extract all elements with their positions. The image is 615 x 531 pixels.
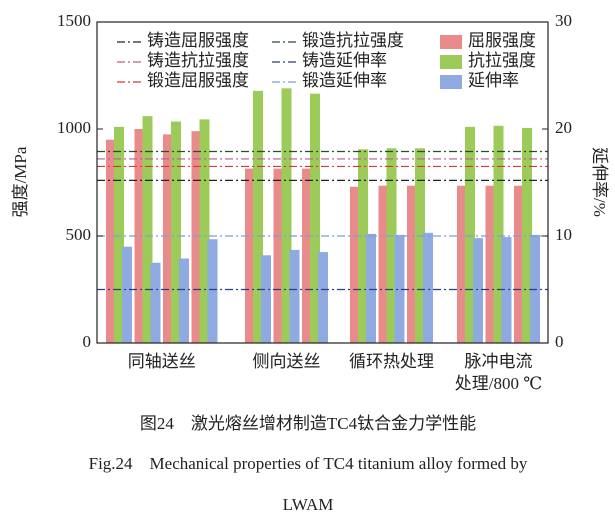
bar — [114, 126, 124, 343]
legend-label: 锻造屈服强度 — [147, 71, 249, 90]
bar — [142, 116, 153, 343]
y2-tick-label: 10 — [555, 225, 572, 244]
bar — [473, 238, 483, 343]
bar — [457, 185, 467, 343]
bar — [350, 186, 360, 343]
bar — [378, 185, 389, 343]
legend-label: 延伸率 — [468, 71, 519, 90]
bar — [318, 252, 328, 343]
bar — [522, 127, 532, 344]
legend-label: 锻造延伸率 — [302, 71, 387, 90]
bar — [302, 168, 312, 343]
y-tick-label: 1500 — [57, 11, 91, 30]
bar — [171, 121, 181, 343]
x-tick-label: 侧向送丝 — [253, 352, 321, 371]
bar — [415, 148, 425, 343]
y2-tick-label: 30 — [555, 11, 572, 30]
bar — [358, 149, 368, 343]
y-tick-label: 0 — [83, 332, 92, 351]
y-tick-label: 500 — [66, 225, 92, 244]
legend-symbol — [440, 55, 462, 69]
bar — [423, 232, 433, 343]
bar — [261, 255, 271, 343]
bar — [163, 134, 173, 343]
caption-en: Fig.24 Mechanical properties of TC4 tita… — [89, 454, 528, 473]
bar — [253, 90, 263, 344]
bar — [150, 262, 161, 343]
legend-label: 屈服强度 — [468, 31, 536, 50]
caption-en: LWAM — [283, 495, 334, 514]
x-tick-label: 处理/800 ℃ — [455, 374, 543, 393]
bar — [134, 129, 145, 343]
bar — [122, 246, 132, 343]
bar — [289, 249, 300, 343]
bar — [106, 139, 116, 343]
x-tick-label: 同轴送丝 — [128, 352, 196, 371]
x-tick-label: 脉冲电流 — [465, 352, 533, 371]
bar — [207, 239, 218, 343]
legend-label: 铸造抗拉强度 — [147, 51, 249, 70]
bar — [179, 258, 189, 343]
legend-label: 抗拉强度 — [468, 51, 536, 70]
bar — [386, 148, 397, 343]
y-axis-label: 强度/MPa — [11, 146, 30, 217]
bar — [281, 88, 292, 343]
bar — [394, 234, 405, 343]
bar — [366, 233, 376, 343]
bar — [273, 168, 284, 343]
bar — [493, 125, 504, 343]
y2-tick-label: 0 — [555, 332, 564, 351]
legend-symbol — [440, 35, 462, 49]
y2-tick-label: 20 — [555, 118, 572, 137]
x-tick-label: 循环热处理 — [349, 352, 434, 371]
bar — [465, 126, 475, 343]
bar — [407, 185, 417, 343]
bar — [245, 168, 255, 343]
legend-label: 铸造屈服强度 — [147, 31, 249, 50]
legend-label: 锻造抗拉强度 — [302, 31, 404, 50]
bar — [310, 93, 320, 343]
caption-cn: 图24 激光熔丝增材制造TC4钛合金力学性能 — [140, 414, 476, 433]
bar — [199, 119, 210, 344]
y2-axis-label: 延伸率/% — [590, 147, 609, 217]
legend-symbol — [440, 75, 462, 89]
bar — [501, 237, 512, 343]
legend-label: 铸造延伸率 — [302, 51, 387, 70]
bar — [191, 131, 202, 343]
bar — [514, 185, 524, 343]
bar — [485, 185, 496, 343]
y-tick-label: 1000 — [57, 118, 91, 137]
plot-frame — [96, 21, 549, 344]
